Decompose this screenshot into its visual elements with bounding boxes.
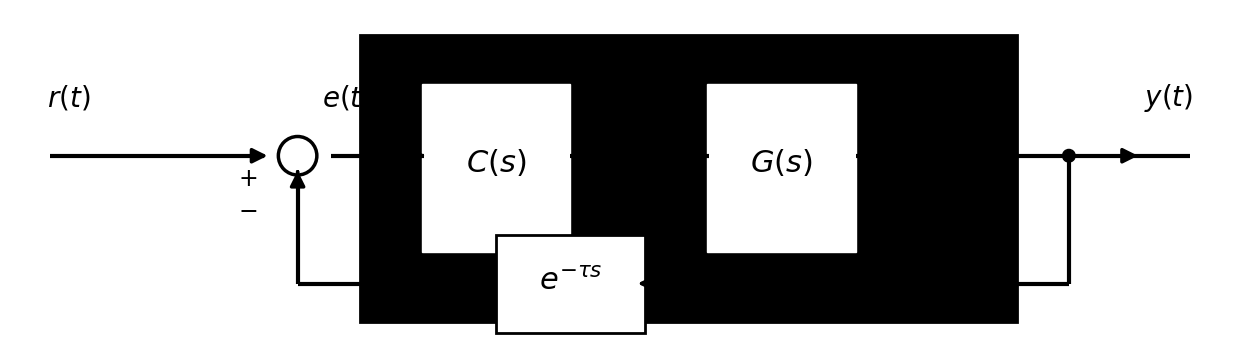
Bar (707, 84, 856, 252)
Text: $r(t)$: $r(t)$ (47, 84, 91, 112)
Bar (496, 234, 645, 332)
Circle shape (278, 136, 317, 175)
Bar (422, 84, 570, 252)
Text: $y(t)$: $y(t)$ (1143, 82, 1193, 114)
Text: $e^{-\tau s}$: $e^{-\tau s}$ (538, 267, 603, 296)
Circle shape (1063, 149, 1075, 162)
Text: $-$: $-$ (238, 198, 258, 222)
Text: $G(s)$: $G(s)$ (750, 147, 812, 178)
Bar (360, 35, 1017, 322)
Text: $C(s)$: $C(s)$ (466, 147, 526, 178)
Text: +: + (238, 167, 258, 190)
Text: $e(t)$: $e(t)$ (322, 84, 372, 112)
